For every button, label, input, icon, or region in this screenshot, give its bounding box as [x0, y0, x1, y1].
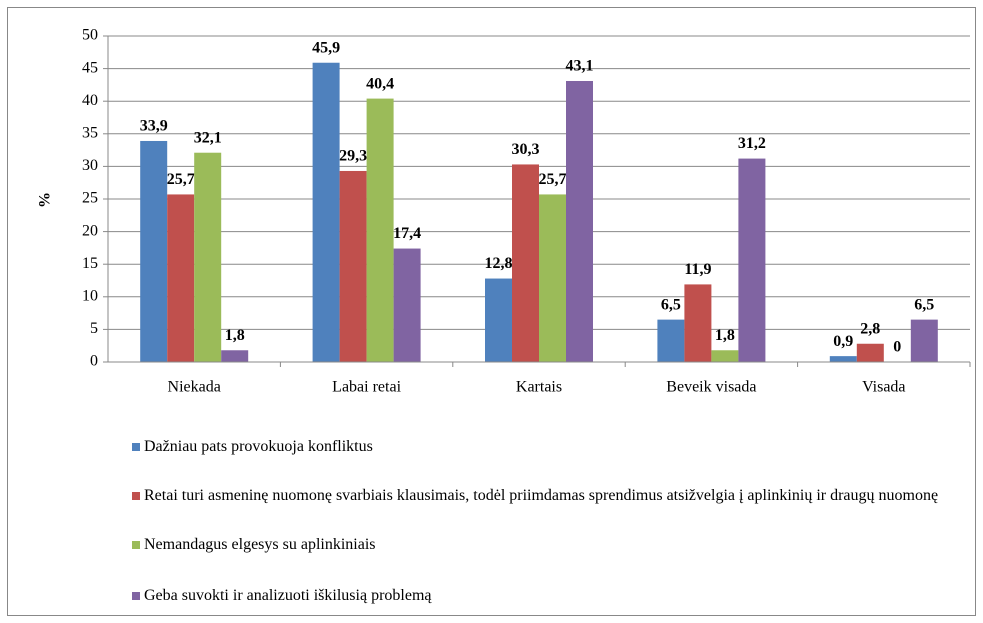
bar [512, 164, 539, 362]
bar [684, 284, 712, 362]
data-label: 29,3 [339, 148, 367, 165]
y-tick-label: 45 [82, 59, 98, 76]
bar [221, 350, 249, 362]
bar [711, 350, 739, 362]
data-label: 25,7 [539, 171, 567, 188]
bar [339, 170, 367, 362]
legend-item: Nemandagus elgesys su aplinkiniais [128, 534, 983, 556]
data-label: 45,9 [312, 39, 340, 56]
data-label: 33,9 [140, 118, 168, 135]
x-tick-label: Labai retai [332, 379, 401, 396]
legend-swatch [132, 592, 140, 600]
legend-swatch [132, 443, 140, 451]
bar [140, 140, 168, 362]
data-label: 30,3 [512, 141, 540, 158]
legend-item: Dažniau pats provokuoja konfliktus [128, 436, 983, 458]
bar [312, 62, 340, 363]
data-label: 1,8 [225, 327, 245, 344]
data-label: 11,9 [684, 261, 711, 278]
legend-label: Nemandagus elgesys su aplinkiniais [144, 536, 376, 553]
bar [194, 152, 222, 362]
bar [856, 343, 884, 362]
bar [566, 80, 593, 362]
bar [738, 158, 766, 362]
bar [366, 98, 394, 362]
legend-item: Geba suvokti ir analizuoti iškilusią pro… [128, 585, 983, 607]
y-tick-label: 10 [82, 287, 98, 304]
bar [829, 356, 857, 362]
data-label: 0 [893, 339, 901, 356]
bar [657, 319, 685, 362]
bar [393, 248, 421, 362]
data-label: 31,2 [738, 135, 766, 152]
data-label: 6,5 [914, 296, 934, 313]
x-tick-label: Beveik visada [666, 379, 756, 396]
data-label: 0,9 [833, 333, 853, 350]
y-tick-label: 0 [90, 353, 98, 370]
legend-swatch [132, 541, 140, 549]
data-label: 40,4 [366, 75, 394, 92]
bar [485, 278, 512, 362]
y-tick-label: 35 [82, 124, 98, 141]
data-label: 1,8 [715, 327, 735, 344]
x-tick-label: Kartais [516, 379, 562, 396]
y-tick-label: 50 [82, 27, 98, 44]
data-label: 17,4 [393, 225, 421, 242]
data-label: 12,8 [485, 255, 513, 272]
y-tick-label: 20 [82, 222, 98, 239]
y-tick-label: 5 [90, 320, 98, 337]
y-tick-label: 40 [82, 92, 98, 109]
x-tick-label: Niekada [168, 379, 221, 396]
bar [910, 319, 938, 362]
x-tick-label: Visada [862, 379, 905, 396]
bar [167, 194, 195, 362]
legend-label: Dažniau pats provokuoja konfliktus [144, 438, 373, 455]
data-label: 2,8 [860, 320, 880, 337]
y-tick-label: 15 [82, 255, 98, 272]
legend-swatch [132, 492, 140, 500]
y-tick-label: 25 [82, 190, 98, 207]
legend-label: Retai turi asmeninę nuomonę svarbiais kl… [144, 487, 939, 504]
y-tick-label: 30 [82, 157, 98, 174]
bar [539, 194, 566, 362]
data-label: 6,5 [661, 296, 681, 313]
legend-item: Retai turi asmeninę nuomonę svarbiais kl… [128, 485, 983, 507]
data-label: 32,1 [194, 129, 222, 146]
legend-label: Geba suvokti ir analizuoti iškilusią pro… [144, 587, 432, 604]
data-label: 25,7 [167, 171, 195, 188]
data-label: 43,1 [566, 58, 594, 75]
y-axis-label: % [37, 192, 54, 208]
